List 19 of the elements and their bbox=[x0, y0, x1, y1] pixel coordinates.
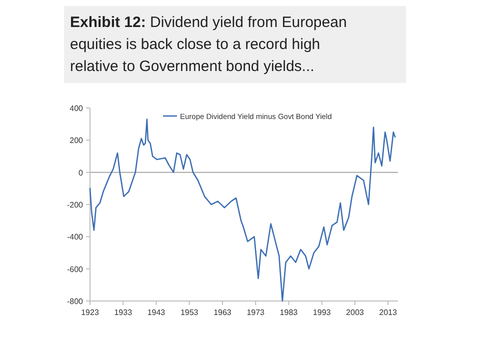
y-tick-label: -800 bbox=[66, 297, 84, 306]
x-tick-label: 2013 bbox=[379, 308, 398, 317]
chart-title: Exhibit 12: Dividend yield from European equities is back close to a record high relative to Government bond yields... bbox=[70, 14, 347, 75]
y-tick-label: -600 bbox=[66, 264, 84, 274]
y-tick-label: 0 bbox=[78, 168, 84, 178]
x-tick-label: 1983 bbox=[280, 308, 298, 317]
y-tick-label: 400 bbox=[70, 104, 84, 113]
x-tick-label: 1973 bbox=[246, 308, 266, 317]
x-tick-label: 1963 bbox=[214, 308, 232, 317]
y-tick-label: -200 bbox=[66, 200, 84, 210]
y-tick-label: 200 bbox=[70, 136, 84, 146]
y-tick-label: -400 bbox=[66, 232, 84, 242]
x-tick-label: 1933 bbox=[114, 308, 133, 317]
x-tick-label: 1993 bbox=[312, 308, 332, 317]
x-tick-label: 1953 bbox=[180, 308, 199, 317]
x-tick-label: 2003 bbox=[346, 308, 364, 317]
line-series bbox=[89, 118, 396, 302]
x-tick-label: 1923 bbox=[81, 308, 100, 317]
x-tick-label: 1943 bbox=[147, 308, 166, 317]
